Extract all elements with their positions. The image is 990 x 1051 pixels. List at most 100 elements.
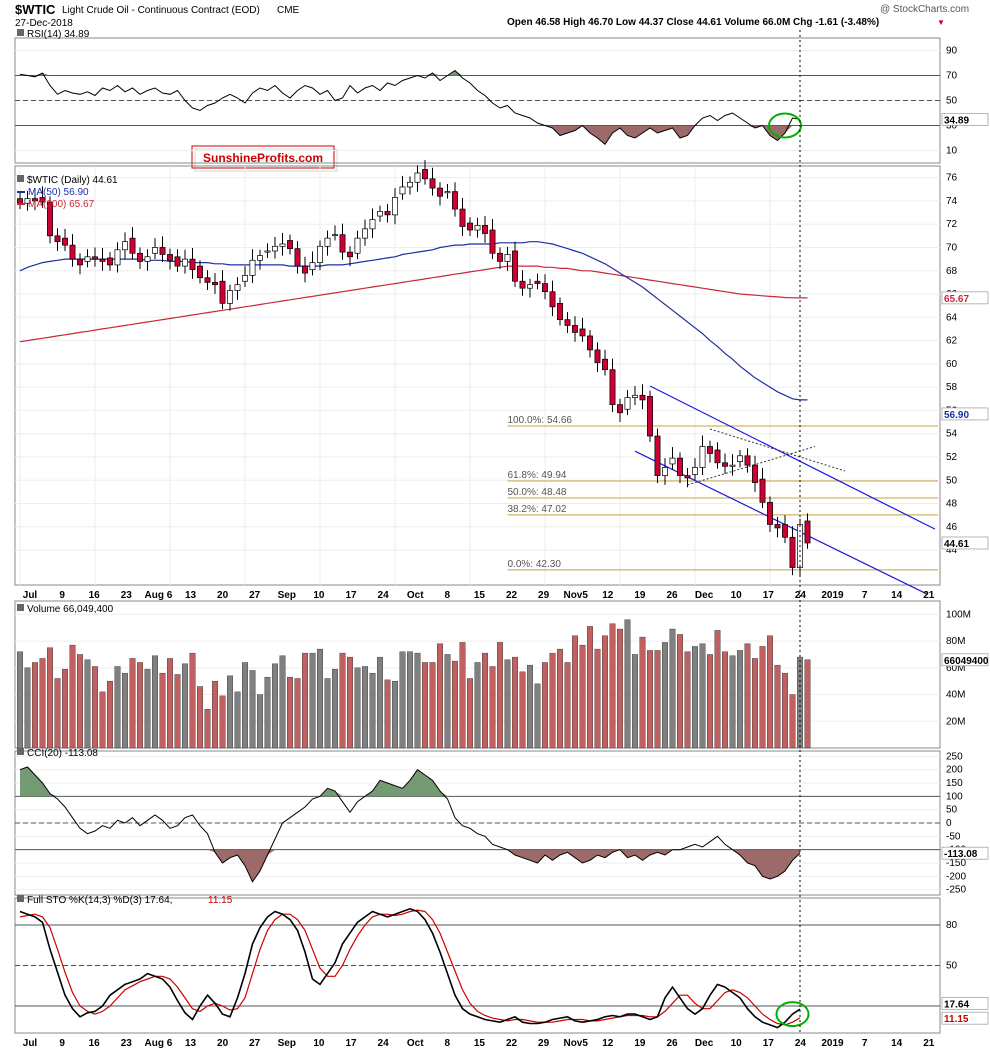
candle-body (309, 262, 316, 270)
cci-title: CCI(20) -113.08 (27, 748, 98, 759)
candle-body (107, 257, 113, 266)
candle-body (564, 319, 571, 326)
x-axis-label-bottom: 23 (121, 1038, 133, 1049)
volume-bar (69, 644, 76, 749)
candle-body (609, 369, 616, 405)
change-down-icon: ▼ (937, 18, 945, 27)
volume-bar (587, 626, 594, 749)
volume-bar (729, 655, 736, 749)
price-tick-label: 74 (946, 196, 958, 207)
rsi-tick-label: 90 (946, 46, 958, 57)
rsi-oversold-fill (20, 125, 800, 145)
volume-bar (144, 668, 151, 749)
fib-level-label: 0.0%: 42.30 (508, 559, 562, 570)
x-axis-label-price: 24 (378, 590, 390, 601)
cci-last-value: -113.08 (944, 849, 978, 860)
volume-bar (707, 654, 714, 749)
volume-bar (174, 674, 181, 749)
volume-bar (789, 694, 796, 749)
ma50-last-value-box (941, 407, 989, 421)
candle-body (767, 502, 773, 525)
ma200-last-value: 65.67 (944, 294, 969, 305)
candle-body (144, 256, 151, 262)
volume-bar (324, 678, 331, 749)
ohlc-summary: Open 46.58 High 46.70 Low 44.37 Close 44… (507, 17, 879, 28)
ma50-last-value: 56.90 (944, 410, 969, 421)
volume-bar (444, 654, 451, 749)
volume-bar (482, 652, 489, 749)
price-tick-label: 44 (946, 545, 958, 556)
candle-body (317, 245, 323, 263)
volume-bar (24, 667, 31, 749)
x-axis-label-bottom: 10 (313, 1038, 325, 1049)
candle-body (347, 251, 353, 258)
candle-body (77, 258, 83, 266)
candle-body (452, 191, 458, 210)
volume-bar (62, 668, 69, 749)
volume-bar (564, 662, 571, 749)
rsi-tick-label: 10 (946, 146, 958, 157)
x-axis-label-price: 7 (862, 590, 868, 601)
volume-bar (617, 628, 624, 749)
volume-bar (272, 663, 279, 749)
rsi-title: RSI(14) 34.89 (27, 29, 90, 40)
volume-bar (804, 659, 811, 749)
x-axis-label-bottom: 7 (862, 1038, 868, 1049)
candle-body (587, 335, 593, 351)
volume-bar (84, 659, 91, 749)
x-axis-label-bottom: 13 (185, 1038, 197, 1049)
candle-body (272, 245, 278, 252)
candle-body (62, 237, 68, 246)
volume-bar (474, 662, 481, 749)
rsi-last-value-box (941, 113, 989, 126)
x-axis-label-price: Oct (407, 590, 424, 601)
candle-body (782, 524, 788, 538)
candle-body (47, 201, 53, 237)
x-axis-label-bottom: 21 (923, 1038, 935, 1049)
cci-tick-label: 200 (946, 765, 963, 776)
candle-body (489, 229, 496, 254)
x-axis-label-bottom: 12 (602, 1038, 614, 1049)
price-panel-icon (17, 175, 24, 182)
x-axis-label-price: 10 (731, 590, 743, 601)
candle-body (699, 446, 706, 468)
candle-body (362, 228, 368, 239)
volume-bar (76, 654, 83, 749)
candle-body (54, 235, 61, 243)
volume-bar (714, 630, 721, 749)
volume-bar (624, 619, 631, 749)
volume-bar (257, 694, 264, 749)
sto-title: Full STO %K(14,3) %D(3) 17.64, (27, 895, 172, 906)
candle-body (662, 467, 668, 476)
candle-body (279, 243, 286, 247)
cci-tick-label: 50 (946, 805, 958, 816)
volume-bar (767, 635, 774, 749)
candle-body (482, 225, 488, 234)
price-tick-label: 60 (946, 359, 958, 370)
x-axis-label-price: 20 (217, 590, 229, 601)
price-tick-label: 70 (946, 242, 958, 253)
volume-bar (317, 648, 324, 749)
candle-body (384, 211, 391, 216)
candle-body (332, 234, 338, 237)
volume-bar (452, 660, 459, 749)
candle-body (654, 435, 661, 476)
volume-bar (549, 652, 556, 749)
volume-bar (279, 655, 286, 749)
fib-level-label: 38.2%: 47.02 (508, 504, 567, 515)
volume-bar (662, 642, 669, 749)
candle-body (219, 280, 226, 304)
volume-bar (467, 678, 474, 749)
volume-bar (362, 666, 369, 749)
volume-bar (602, 635, 609, 749)
x-axis-label-price: Dec (695, 590, 714, 601)
volume-bar (737, 650, 744, 749)
candle-body (467, 222, 473, 231)
candle-body (602, 358, 608, 371)
candle-body (752, 464, 758, 483)
volume-bar (639, 636, 646, 749)
price-tick-label: 54 (946, 429, 958, 440)
stockcharts-watermark: @ StockCharts.com (880, 4, 969, 15)
volume-bar (489, 666, 496, 749)
candle-body (324, 237, 331, 247)
